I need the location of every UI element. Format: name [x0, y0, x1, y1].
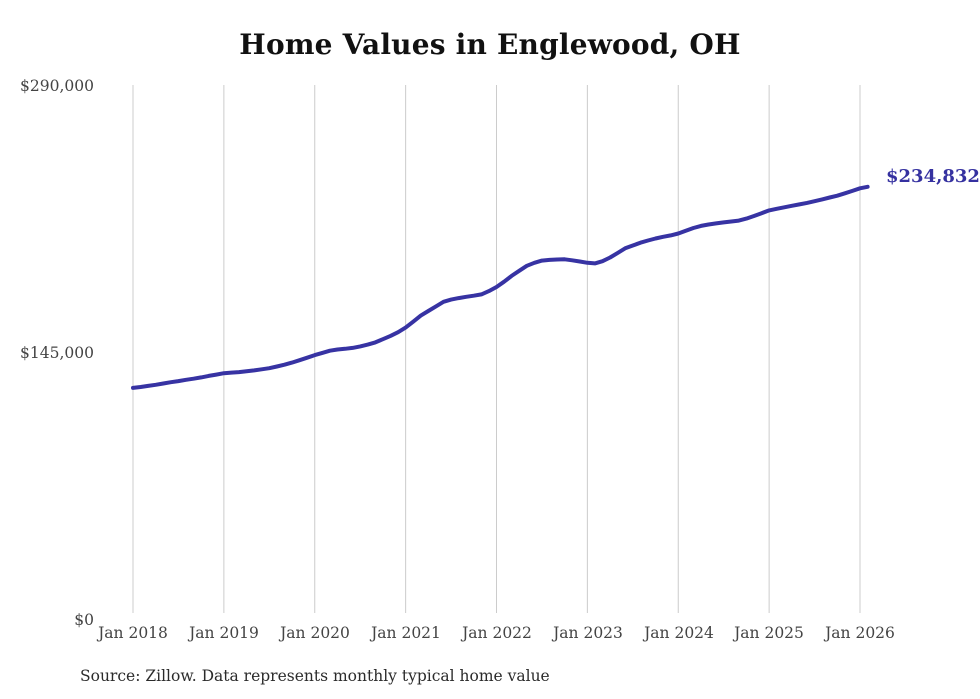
vertical-gridlines	[132, 85, 861, 613]
x-tick-label-jan-2018: Jan 2018	[98, 624, 168, 642]
x-tick-label-jan-2026: Jan 2026	[825, 624, 895, 642]
x-tick-label-jan-2025: Jan 2025	[734, 624, 804, 642]
x-tick-label-jan-2023: Jan 2023	[553, 624, 623, 642]
x-tick-label-jan-2021: Jan 2021	[371, 624, 441, 642]
x-tick-label-jan-2020: Jan 2020	[280, 624, 350, 642]
source-note: Source: Zillow. Data represents monthly …	[80, 667, 550, 685]
home-value-line	[131, 184, 870, 390]
end-value-label: $234,832	[886, 166, 980, 187]
chart-title: Home Values in Englewood, OH	[239, 28, 741, 61]
x-tick-label-jan-2019: Jan 2019	[189, 624, 259, 642]
x-tick-label-jan-2022: Jan 2022	[462, 624, 532, 642]
x-tick-label-jan-2024: Jan 2024	[644, 624, 714, 642]
y-tick-label-0: $0	[74, 611, 94, 629]
y-tick-label-145000: $145,000	[20, 344, 94, 362]
y-tick-label-290000: $290,000	[20, 77, 94, 95]
